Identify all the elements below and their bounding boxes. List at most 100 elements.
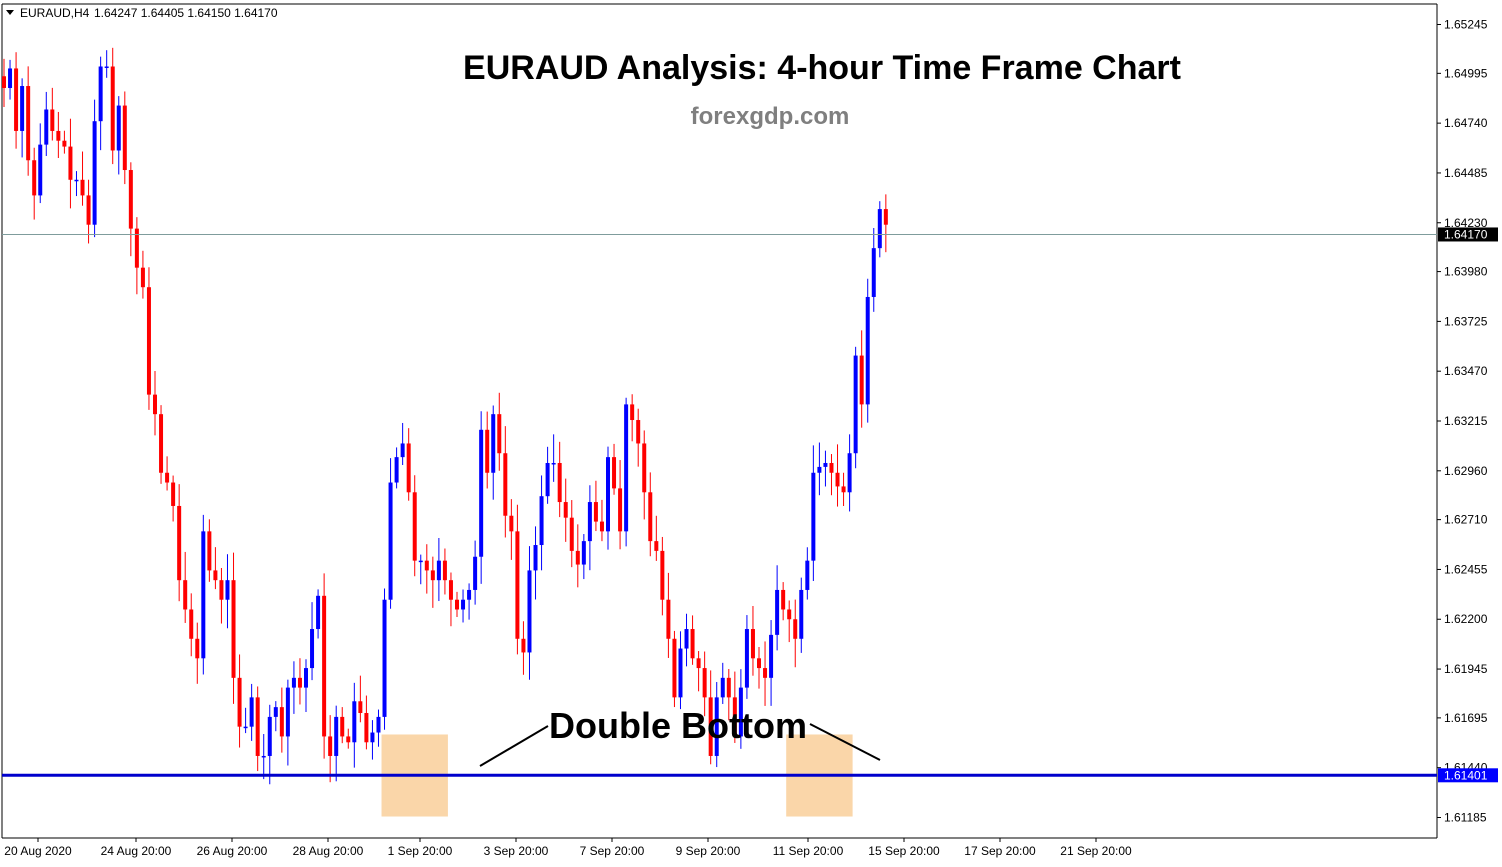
candle-body xyxy=(599,521,604,532)
candle-body xyxy=(817,466,822,473)
x-tick-label: 9 Sep 20:00 xyxy=(676,844,741,858)
candle-body xyxy=(44,109,49,145)
candle-body xyxy=(159,414,164,473)
candle-body xyxy=(346,736,351,743)
candle-body xyxy=(829,462,834,473)
candle-body xyxy=(708,697,713,756)
candle-body xyxy=(750,629,755,659)
y-tick-label: 1.61695 xyxy=(1444,711,1488,725)
candle-body xyxy=(171,482,176,506)
y-tick-label: 1.62710 xyxy=(1444,513,1488,527)
candle-body xyxy=(805,560,810,590)
candle-body xyxy=(769,634,774,678)
candle-body xyxy=(636,420,641,444)
candle-body xyxy=(648,492,653,542)
y-tick-label: 1.64485 xyxy=(1444,166,1488,180)
candle-body xyxy=(581,541,586,565)
annotation-pointer-left xyxy=(479,725,549,767)
candle-body xyxy=(654,541,659,551)
y-tick-label: 1.62960 xyxy=(1444,464,1488,478)
candle-body xyxy=(642,443,647,493)
candle-body xyxy=(569,517,574,551)
candle-body xyxy=(557,462,562,503)
candle-body xyxy=(877,209,882,249)
candle-body xyxy=(310,629,315,669)
annotation-pointer-right xyxy=(809,723,881,761)
candle-body xyxy=(92,121,97,225)
candle-body xyxy=(799,589,804,639)
candle-body xyxy=(189,609,194,639)
candle-body xyxy=(134,228,139,268)
x-tick-label: 1 Sep 20:00 xyxy=(388,844,453,858)
candle-body xyxy=(448,580,453,600)
candle-body xyxy=(279,707,284,737)
candle-body xyxy=(122,105,127,171)
y-tick-label: 1.63725 xyxy=(1444,314,1488,328)
x-tick-label: 21 Sep 20:00 xyxy=(1060,844,1132,858)
candle-body xyxy=(424,560,429,571)
candle-body xyxy=(847,453,852,493)
support-price-label: 1.61401 xyxy=(1444,768,1488,782)
candle-body xyxy=(68,146,73,180)
y-tick-label: 1.62455 xyxy=(1444,562,1488,576)
overlay xyxy=(2,233,1437,777)
candle-body xyxy=(231,580,236,678)
symbol-label: EURAUD,H4 xyxy=(20,6,90,20)
candle-body xyxy=(539,496,544,546)
y-tick-label: 1.63980 xyxy=(1444,265,1488,279)
y-tick-label: 1.62200 xyxy=(1444,612,1488,626)
x-tick-label: 11 Sep 20:00 xyxy=(773,844,844,858)
candle-body xyxy=(183,580,188,610)
candle-body xyxy=(62,140,67,147)
support-price-box xyxy=(1438,768,1498,783)
candle-body xyxy=(515,531,520,639)
candle-body xyxy=(823,462,828,467)
candle-body xyxy=(775,589,780,635)
candle-body xyxy=(358,701,363,713)
candle-body xyxy=(243,726,248,729)
candle-body xyxy=(455,599,459,610)
candle-body xyxy=(684,629,689,649)
candle-body xyxy=(140,267,145,288)
candle-body xyxy=(261,755,266,758)
candle-body xyxy=(116,105,121,151)
candle-body xyxy=(86,195,91,225)
candle-body xyxy=(14,68,19,131)
candle-body xyxy=(485,429,490,473)
candle-body xyxy=(551,462,556,465)
candle-body xyxy=(793,619,798,639)
candle-body xyxy=(618,488,623,532)
candle-body xyxy=(473,556,478,590)
chart-subtitle: forexgdp.com xyxy=(691,103,850,130)
candle-body xyxy=(678,648,683,698)
candle-body xyxy=(50,109,55,131)
candle-body xyxy=(285,687,290,737)
candle-body xyxy=(545,462,550,497)
candle-body xyxy=(841,486,846,493)
candle-body xyxy=(297,677,302,688)
y-tick-label: 1.61945 xyxy=(1444,662,1488,676)
candle-body xyxy=(587,502,592,542)
dropdown-triangle-icon[interactable] xyxy=(6,10,14,15)
candle-body xyxy=(575,550,580,565)
candle-body xyxy=(491,414,496,473)
candle-body xyxy=(177,505,182,581)
candle-body xyxy=(249,697,254,727)
x-tick-label: 7 Sep 20:00 xyxy=(580,844,645,858)
candle-body xyxy=(533,545,538,571)
candle-body xyxy=(104,66,109,69)
candle-body xyxy=(26,86,31,161)
candle-body xyxy=(352,701,357,743)
candle-body xyxy=(883,209,888,225)
candle-body xyxy=(672,638,677,698)
candle-body xyxy=(207,531,212,571)
candle-body xyxy=(213,570,218,581)
candle-body xyxy=(738,687,743,737)
candle-body xyxy=(720,677,725,698)
y-tick-label: 1.64230 xyxy=(1444,216,1488,230)
y-tick-label: 1.64740 xyxy=(1444,116,1488,130)
candle-body xyxy=(225,580,230,600)
candle-body xyxy=(859,355,864,405)
candle-body xyxy=(563,502,568,518)
